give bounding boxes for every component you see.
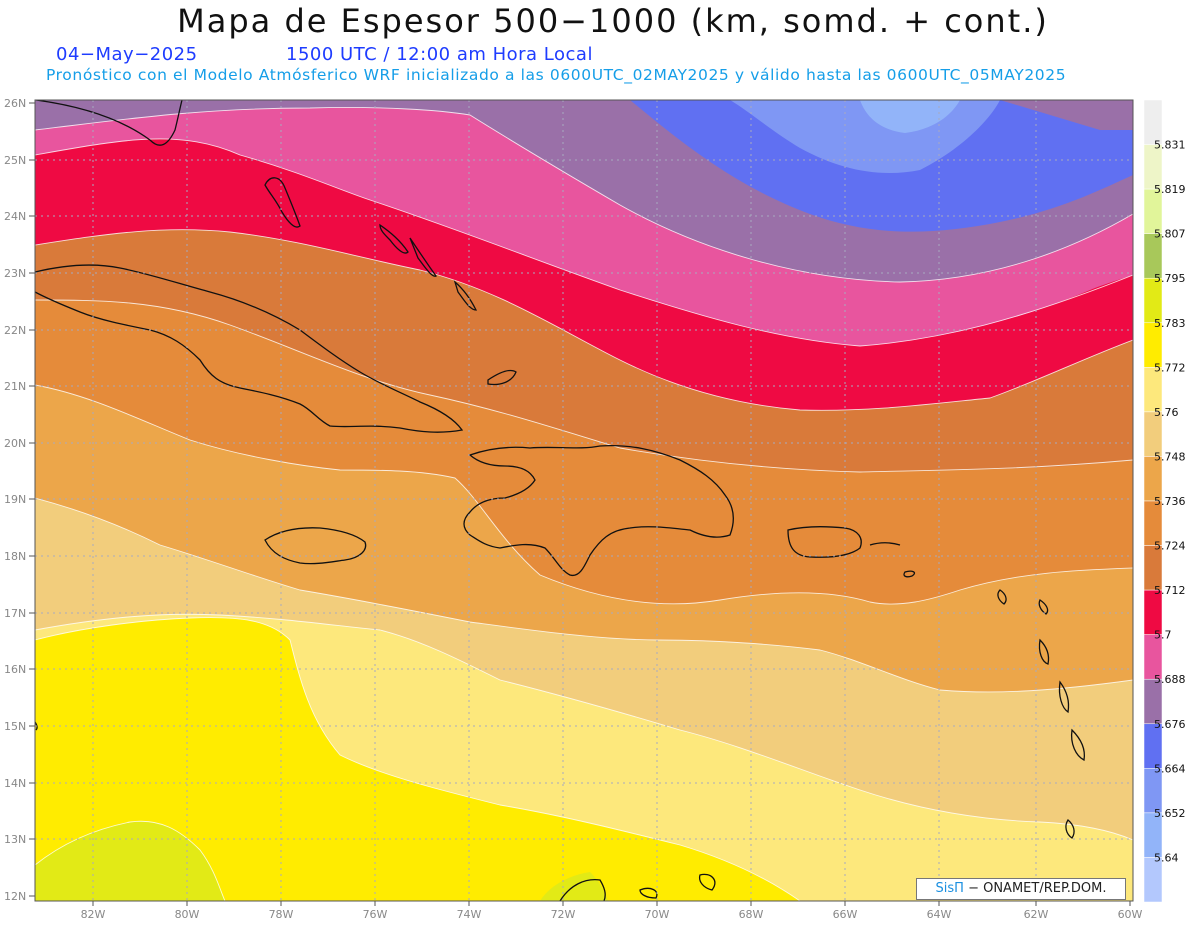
lat-label: 12N bbox=[4, 890, 26, 903]
lon-label: 62W bbox=[1024, 908, 1049, 921]
lon-label: 60W bbox=[1118, 908, 1143, 921]
lat-label: 24N bbox=[4, 210, 26, 223]
forecast-date: 04−May−2025 bbox=[56, 44, 198, 65]
lon-label: 64W bbox=[927, 908, 952, 921]
legend-label: 5.795 bbox=[1154, 272, 1186, 285]
lat-label: 19N bbox=[4, 493, 26, 506]
lon-label: 80W bbox=[175, 908, 200, 921]
legend-label: 5.772 bbox=[1154, 361, 1186, 374]
lat-label: 23N bbox=[4, 267, 26, 280]
lon-ticks bbox=[92, 901, 1131, 906]
forecast-subtitle: Pronóstico con el Modelo Atmósferico WRF… bbox=[46, 66, 1067, 84]
lon-label: 66W bbox=[833, 908, 858, 921]
color-legend: 5.831 5.819 5.807 5.795 5.783 5.772 5.76 5.748 5… bbox=[1143, 99, 1186, 903]
lat-label: 14N bbox=[4, 777, 26, 790]
contour-bands bbox=[35, 100, 1133, 901]
legend-label: 5.664 bbox=[1154, 762, 1186, 775]
lat-label: 16N bbox=[4, 663, 26, 676]
legend-label: 5.688 bbox=[1154, 673, 1186, 686]
legend-swatch bbox=[1143, 857, 1163, 903]
sispi-logo: SisΠ bbox=[935, 881, 964, 896]
legend-label: 5.724 bbox=[1154, 540, 1186, 553]
lon-label: 76W bbox=[363, 908, 388, 921]
legend-label: 5.712 bbox=[1154, 584, 1186, 597]
legend-label: 5.7 bbox=[1154, 629, 1172, 642]
credit-text: − ONAMET/REP.DOM. bbox=[963, 881, 1107, 896]
lat-label: 13N bbox=[4, 833, 26, 846]
lat-label: 26N bbox=[4, 97, 26, 110]
lat-label: 20N bbox=[4, 437, 26, 450]
lon-label: 68W bbox=[739, 908, 764, 921]
legend-label: 5.676 bbox=[1154, 718, 1186, 731]
lat-label: 21N bbox=[4, 380, 26, 393]
legend-label: 5.64 bbox=[1154, 851, 1179, 864]
lat-ticks bbox=[29, 102, 35, 897]
lat-label: 22N bbox=[4, 324, 26, 337]
lon-label: 74W bbox=[457, 908, 482, 921]
legend-label: 5.748 bbox=[1154, 450, 1186, 463]
credit-box: SisΠ − ONAMET/REP.DOM. bbox=[916, 878, 1126, 900]
contour-lines bbox=[35, 107, 1133, 901]
lat-labels: 26N 25N 24N 23N 22N 21N 20N 19N 18N 17N … bbox=[4, 97, 26, 903]
band-5-783 bbox=[35, 821, 225, 901]
lon-labels: 82W 80W 78W 76W 74W 72W 70W 68W 66W 64W … bbox=[81, 908, 1143, 921]
lat-label: 15N bbox=[4, 720, 26, 733]
legend-label: 5.819 bbox=[1154, 183, 1186, 196]
legend-label: 5.783 bbox=[1154, 317, 1186, 330]
lat-label: 18N bbox=[4, 550, 26, 563]
lat-label: 25N bbox=[4, 154, 26, 167]
lon-label: 82W bbox=[81, 908, 106, 921]
legend-label: 5.807 bbox=[1154, 228, 1186, 241]
lon-label: 70W bbox=[645, 908, 670, 921]
map-frame bbox=[34, 99, 1134, 902]
lon-label: 78W bbox=[269, 908, 294, 921]
graticule bbox=[35, 100, 1133, 901]
band-5-640 bbox=[860, 100, 960, 133]
lat-label: 17N bbox=[4, 607, 26, 620]
legend-label: 5.736 bbox=[1154, 495, 1186, 508]
legend-label: 5.652 bbox=[1154, 807, 1186, 820]
coastlines bbox=[35, 100, 1086, 901]
legend-label: 5.76 bbox=[1154, 406, 1179, 419]
forecast-time: 1500 UTC / 12:00 am Hora Local bbox=[286, 44, 593, 65]
band-5-772 bbox=[35, 617, 800, 901]
map-title: Mapa de Espesor 500−1000 (km, somd. + co… bbox=[177, 2, 1049, 40]
lon-label: 72W bbox=[551, 908, 576, 921]
legend-label: 5.831 bbox=[1154, 139, 1186, 152]
